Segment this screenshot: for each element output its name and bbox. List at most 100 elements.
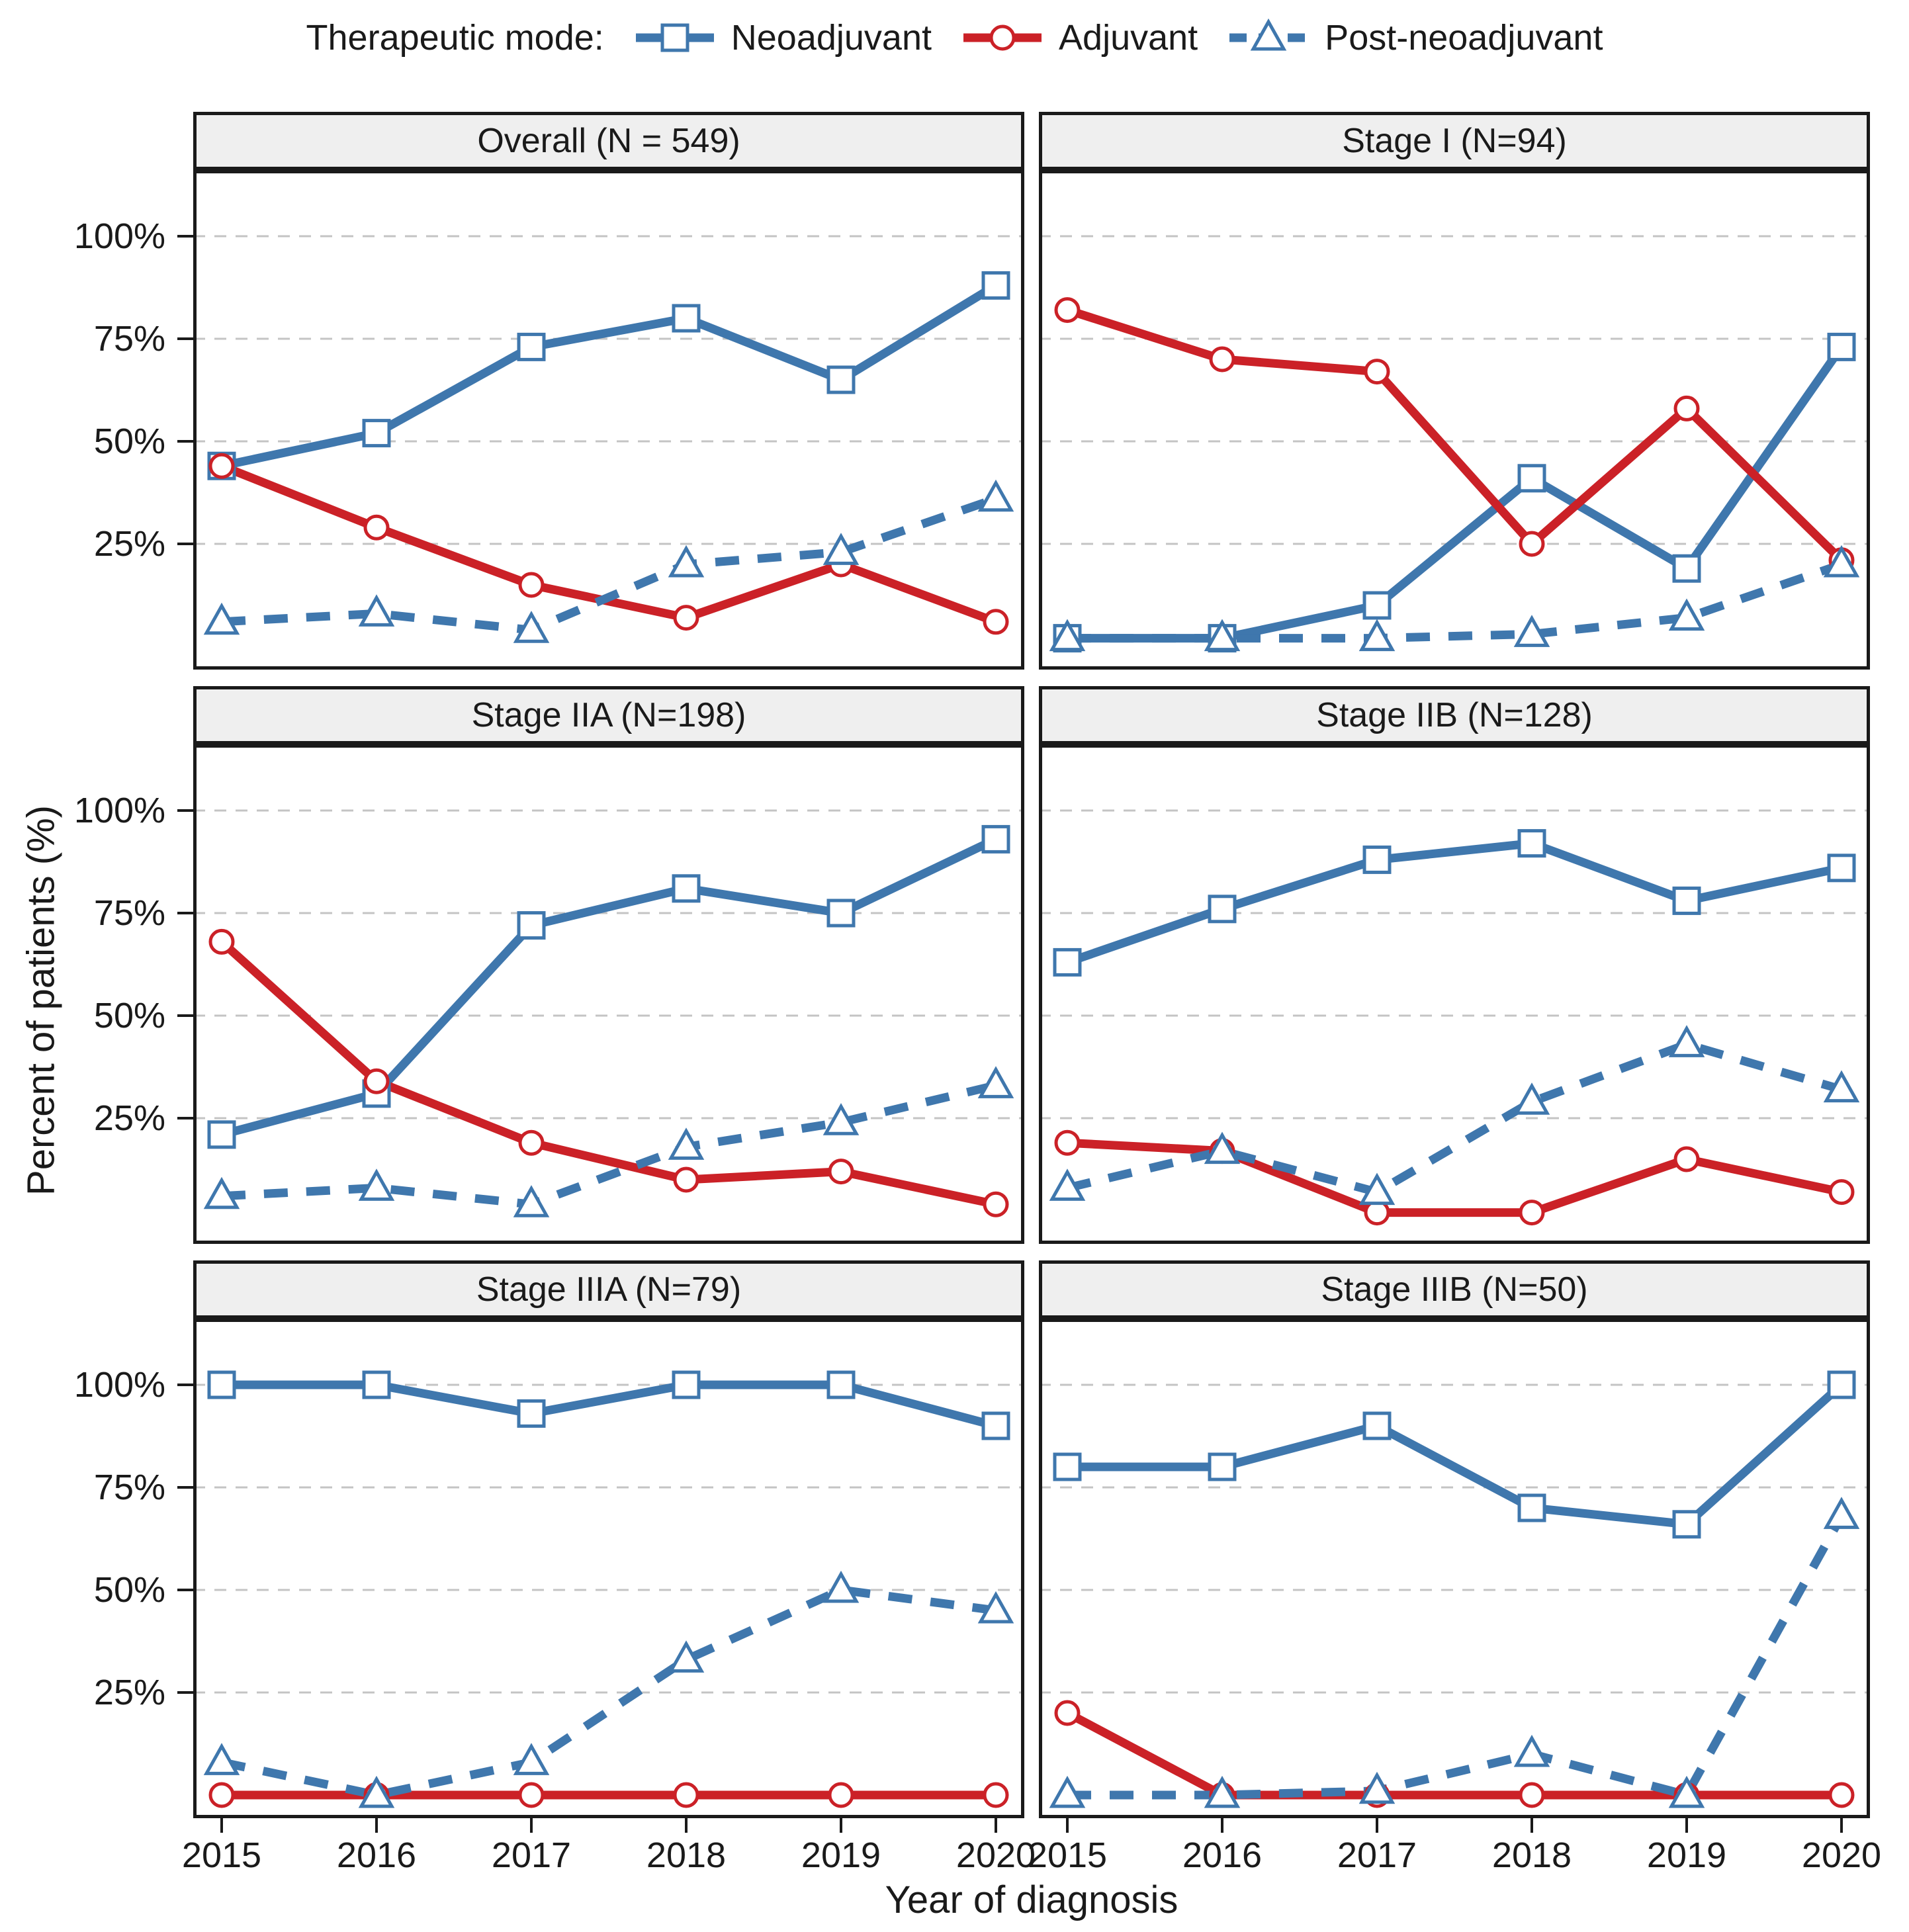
post-neoadjuvant-line	[1067, 560, 1843, 643]
x-tick-mark	[1685, 1818, 1688, 1833]
gridlines	[1039, 809, 1870, 1120]
x-tick-label: 2019	[801, 1835, 881, 1875]
legend-item-post-neoadjuvant: Post-neoadjuvant	[1225, 17, 1603, 59]
x-tick-mark	[1376, 1818, 1378, 1833]
x-tick-mark	[1531, 1818, 1533, 1833]
y-tick-mark	[177, 543, 193, 545]
x-tick-label: 2020	[955, 1835, 1036, 1875]
x-tick-label: 2019	[1646, 1835, 1727, 1875]
y-tick-mark	[177, 440, 193, 443]
x-tick-label: 2016	[1182, 1835, 1263, 1875]
legend-item-adjuvant: Adjuvant	[959, 17, 1198, 59]
x-tick-label: 2015	[1027, 1835, 1108, 1875]
adjuvant-markers	[1054, 297, 1855, 574]
adjuvant-line	[218, 938, 997, 1209]
gridlines	[1039, 1383, 1870, 1694]
legend-item-neoadjuvant: Neoadjuvant	[632, 17, 932, 59]
y-tick-mark	[177, 1117, 193, 1120]
y-tick-label: 50%	[93, 1570, 165, 1610]
panel-overall: Overall (N = 549)	[193, 112, 1024, 670]
post-neoadjuvant-markers	[203, 479, 1014, 643]
x-tick-mark	[995, 1818, 997, 1833]
panel-title-stage-iia: Stage IIA (N=198)	[193, 686, 1024, 744]
panel-border	[193, 744, 1024, 1244]
y-tick-mark	[177, 1589, 193, 1591]
x-tick-mark	[375, 1818, 378, 1833]
post-neoadjuvant-dashed-triangle-icon	[1229, 18, 1308, 51]
panel-border	[193, 1319, 1024, 1818]
gridlines	[1039, 235, 1870, 545]
post-neoadjuvant-markers	[203, 1570, 1014, 1808]
x-tick-mark	[530, 1818, 533, 1833]
panel-title-overall: Overall (N = 549)	[193, 112, 1024, 170]
y-tick-mark	[177, 912, 193, 914]
y-tick-mark	[177, 235, 193, 238]
legend-title: Therapeutic mode:	[306, 18, 604, 58]
adjuvant-line	[1067, 1138, 1843, 1217]
post-neoadjuvant-line	[221, 494, 998, 635]
panel-plot-stage-iib	[1039, 744, 1870, 1244]
post-neoadjuvant-markers	[1049, 1497, 1860, 1808]
y-tick-label: 25%	[93, 1673, 165, 1712]
y-tick-label: 100%	[73, 216, 165, 256]
y-tick-mark	[177, 1383, 193, 1386]
neoadjuvant-markers	[1053, 1370, 1856, 1539]
adjuvant-line	[1065, 1709, 1842, 1800]
neoadjuvant-line	[222, 1380, 997, 1430]
adjuvant-line-circle-icon	[963, 24, 1042, 51]
x-tick-mark	[1840, 1818, 1843, 1833]
legend-item-label: Post-neoadjuvant	[1325, 18, 1603, 58]
adjuvant-markers	[1054, 1700, 1855, 1808]
panel-plot-stage-iia	[193, 744, 1024, 1244]
x-tick-mark	[685, 1818, 688, 1833]
panel-plot-stage-iiib	[1039, 1319, 1870, 1818]
y-tick-mark	[177, 1486, 193, 1489]
gridlines	[193, 809, 1024, 1120]
panel-stage-iib: Stage IIB (N=128)	[1039, 686, 1870, 1244]
neoadjuvant-line	[220, 281, 999, 470]
panel-title-stage-iib: Stage IIB (N=128)	[1039, 686, 1870, 744]
adjuvant-line	[1066, 306, 1845, 564]
x-tick-label: 2017	[491, 1835, 572, 1875]
panel-title-stage-i: Stage I (N=94)	[1039, 112, 1870, 170]
panel-plot-overall	[193, 170, 1024, 670]
neoadjuvant-markers	[207, 271, 1010, 480]
panel-border	[1039, 744, 1870, 1244]
post-neoadjuvant-line	[1067, 1514, 1845, 1800]
panel-stage-iiia: Stage IIIA (N=79)	[193, 1260, 1024, 1818]
y-tick-mark	[177, 1691, 193, 1694]
post-neoadjuvant-line	[220, 1585, 997, 1800]
neoadjuvant-markers	[1053, 829, 1856, 977]
panel-title-stage-iiia: Stage IIIA (N=79)	[193, 1260, 1024, 1319]
y-tick-label: 25%	[93, 524, 165, 564]
y-tick-label: 75%	[93, 893, 165, 933]
y-tick-mark	[177, 1014, 193, 1017]
x-axis-title: Year of diagnosis	[885, 1878, 1178, 1921]
neoadjuvant-markers	[1053, 332, 1856, 653]
neoadjuvant-line	[1067, 344, 1845, 643]
x-tick-label: 2018	[1491, 1835, 1572, 1875]
x-tick-mark	[840, 1818, 842, 1833]
post-neoadjuvant-markers	[1049, 545, 1860, 652]
y-tick-label: 50%	[93, 996, 165, 1035]
x-tick-label: 2016	[336, 1835, 417, 1875]
y-tick-label: 25%	[93, 1098, 165, 1138]
panel-plot-stage-iiia	[193, 1319, 1024, 1818]
y-tick-label: 75%	[93, 1468, 165, 1507]
y-tick-mark	[177, 337, 193, 340]
panel-border	[1039, 170, 1870, 670]
panel-stage-iia: Stage IIA (N=198)	[193, 686, 1024, 1244]
panel-border	[193, 170, 1024, 670]
legend-item-label: Neoadjuvant	[731, 18, 932, 58]
adjuvant-markers	[208, 1782, 1009, 1808]
x-tick-mark	[1066, 1818, 1069, 1833]
x-tick-label: 2018	[646, 1835, 727, 1875]
post-neoadjuvant-line	[1066, 1039, 1843, 1197]
y-tick-label: 50%	[93, 421, 165, 461]
post-neoadjuvant-line	[221, 1081, 997, 1209]
neoadjuvant-markers	[207, 824, 1010, 1149]
legend-item-label: Adjuvant	[1059, 18, 1198, 58]
neoadjuvant-line	[220, 835, 998, 1139]
y-tick-label: 100%	[73, 1365, 165, 1405]
